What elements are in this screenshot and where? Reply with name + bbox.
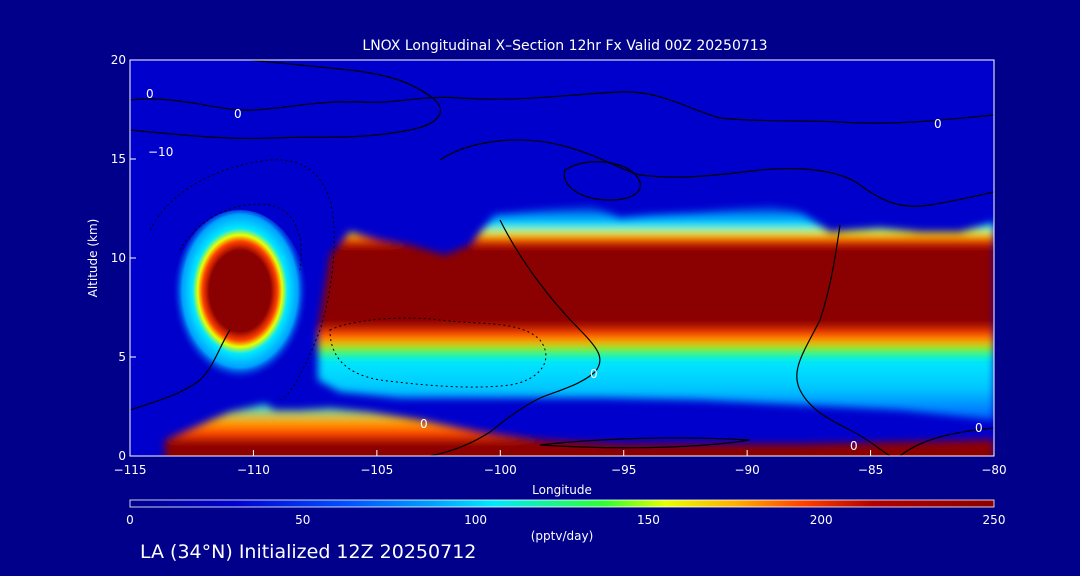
contour-right [899, 427, 994, 456]
x-axis-label: Longitude [532, 483, 592, 497]
colorbar-tick-label: 100 [464, 513, 487, 527]
low-lnox-band [165, 404, 994, 456]
y-tick-label: 20 [111, 53, 126, 67]
colorbar-tick-label: 0 [126, 513, 134, 527]
colorbar [129, 499, 995, 508]
contour-label: 0 [975, 421, 983, 435]
y-axis-label: Altitude (km) [86, 219, 100, 298]
colorbar-ticks: 0 50 100 150 200 250 [126, 513, 1005, 527]
y-axis: 0 5 10 15 20 [111, 53, 136, 463]
x-tick-label: −110 [237, 463, 270, 477]
y-tick-label: 15 [111, 152, 126, 166]
x-tick-label: −80 [981, 463, 1006, 477]
x-tick-label: −95 [611, 463, 636, 477]
contour-label: 0 [934, 117, 942, 131]
contour-labels: 0 0 0 −10 0 0 0 0 [146, 87, 983, 453]
contour-label: −10 [148, 145, 173, 159]
y-tick-label: 10 [111, 251, 126, 265]
contour-lines [130, 60, 994, 456]
dotted-contour-inner [179, 203, 302, 271]
contour-label: 0 [850, 439, 858, 453]
dotted-contours [149, 159, 547, 401]
x-tick-label: −85 [858, 463, 883, 477]
contour-label: 0 [146, 87, 154, 101]
x-tick-label: −115 [114, 463, 147, 477]
colorbar-tick-label: 50 [295, 513, 310, 527]
contour-east [796, 224, 891, 456]
colorbar-tick-label: 150 [637, 513, 660, 527]
initialization-note: LA (34°N) Initialized 12Z 20250712 [140, 541, 477, 563]
x-axis: −115 −110 −105 −100 −95 −90 −85 −80 [114, 450, 1007, 477]
y-tick-label: 0 [118, 449, 126, 463]
contour-center [439, 139, 994, 207]
contour-mid [429, 219, 601, 456]
contour-label: 0 [234, 107, 242, 121]
plot-area: 0 0 0 −10 0 0 0 0 [130, 60, 994, 456]
x-tick-label: −90 [734, 463, 759, 477]
west-lnox-core [172, 210, 308, 390]
contour-surface [539, 437, 751, 449]
contour-label: 0 [590, 367, 598, 381]
contour-top [130, 60, 441, 140]
main-lnox-band [318, 205, 994, 420]
chart-title: LNOX Longitudinal X–Section 12hr Fx Vali… [362, 38, 767, 54]
dotted-contour-mid [329, 317, 547, 388]
y-tick-label: 5 [118, 350, 126, 364]
x-tick-label: −100 [484, 463, 517, 477]
contour-cell [563, 161, 641, 201]
colorbar-tick-label: 250 [983, 513, 1006, 527]
colorbar-tick-label: 200 [810, 513, 833, 527]
colorbar-label: (pptv/day) [531, 529, 594, 543]
contour-upper [130, 91, 994, 124]
contour-west [130, 329, 231, 411]
contour-label: 0 [420, 417, 428, 431]
x-tick-label: −105 [360, 463, 393, 477]
